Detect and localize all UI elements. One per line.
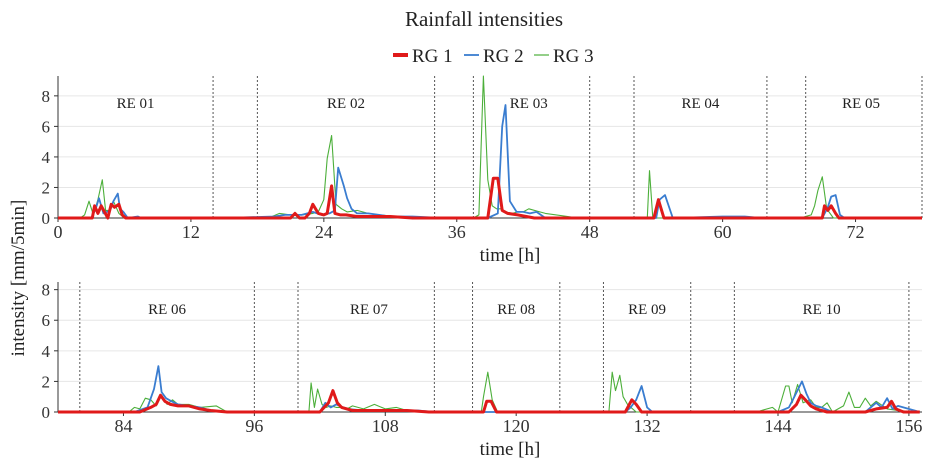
bottom-panel: 0 2 4 6 8 84 96 108 120 132 144 156 time [h] RE 06 RE … — [42, 281, 923, 460]
event-label: RE 01 — [117, 96, 155, 112]
x-tick-label: 24 — [315, 222, 333, 242]
y-tick-label: 2 — [42, 178, 51, 197]
y-tick-label: 4 — [42, 342, 51, 361]
event-label: RE 05 — [842, 96, 880, 112]
x-tick-label: 132 — [634, 416, 661, 436]
x-tick-label: 36 — [448, 222, 466, 242]
event-label: RE 06 — [148, 302, 186, 318]
x-axis-label: time [h] — [480, 245, 541, 266]
x-tick-label: 60 — [714, 222, 732, 242]
event-label: RE 10 — [803, 302, 841, 318]
y-tick-label: 8 — [42, 87, 51, 106]
x-tick-label: 72 — [847, 222, 865, 242]
legend-label-rg3: RG 3 — [553, 46, 594, 67]
x-tick-label: 156 — [895, 416, 922, 436]
event-label: RE 04 — [682, 96, 720, 112]
x-axis-label: time [h] — [480, 439, 541, 460]
x-tick-label: 48 — [581, 222, 599, 242]
y-tick-label: 6 — [42, 117, 51, 136]
y-tick-label: 0 — [42, 403, 51, 422]
series-line-rg1 — [58, 389, 920, 414]
legend: RG 1 RG 2 RG 3 — [393, 46, 594, 67]
x-tick-label: 0 — [54, 222, 63, 242]
y-axis-label: intensity [mm/5min] — [8, 200, 29, 357]
legend-label-rg1: RG 1 — [412, 46, 453, 67]
y-tick-label: 0 — [42, 209, 51, 228]
x-tick-label: 96 — [245, 416, 263, 436]
event-label: RE 09 — [628, 302, 666, 318]
event-label: RE 03 — [510, 96, 548, 112]
event-label: RE 02 — [327, 96, 365, 112]
y-tick-label: 6 — [42, 311, 51, 330]
y-tick-label: 8 — [42, 281, 51, 300]
event-label: RE 08 — [497, 302, 535, 318]
y-tick-label: 2 — [42, 372, 51, 391]
x-tick-label: 144 — [765, 416, 792, 436]
x-tick-label: 120 — [503, 416, 530, 436]
event-label: RE 07 — [350, 302, 388, 318]
legend-label-rg2: RG 2 — [483, 46, 524, 67]
y-tick-label: 4 — [42, 148, 51, 167]
x-tick-label: 84 — [114, 416, 132, 436]
series-line-rg1 — [58, 176, 922, 220]
chart-title: Rainfall intensities — [405, 7, 563, 31]
x-tick-label: 12 — [182, 222, 200, 242]
x-tick-label: 108 — [372, 416, 399, 436]
